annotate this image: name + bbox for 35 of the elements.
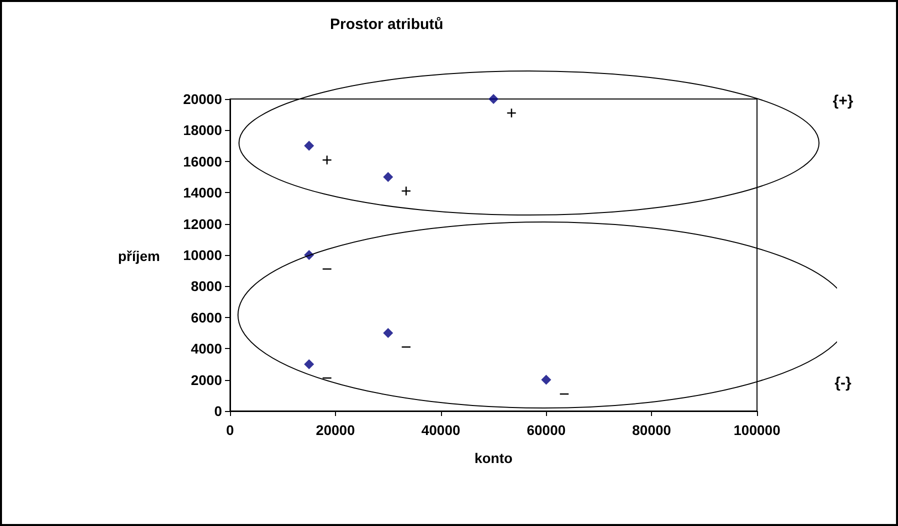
x-axis-title: konto <box>474 450 513 466</box>
y-tick-label: 2000 <box>190 372 222 388</box>
point <box>488 94 498 104</box>
y-tick-label: 6000 <box>190 309 222 326</box>
y-tick-label: 8000 <box>190 278 222 294</box>
point <box>304 359 314 370</box>
y-axis-title: příjem <box>118 248 160 264</box>
point <box>304 140 314 151</box>
y-tick-label: 16000 <box>183 153 222 170</box>
annotation: − <box>558 384 570 404</box>
x-tick-label: 80000 <box>632 422 672 438</box>
y-tick-label: 12000 <box>183 216 222 232</box>
x-tick-label: 100000 <box>734 422 781 438</box>
annotation: + <box>400 181 412 201</box>
x-tick-label: 40000 <box>421 422 460 438</box>
y-tick-label: 14000 <box>183 184 222 201</box>
y-tick-label: 0 <box>214 403 222 419</box>
y-tick-label: 4000 <box>190 340 222 357</box>
point <box>383 328 394 338</box>
annotation: − <box>322 368 332 388</box>
x-tick-label: 60000 <box>526 422 566 438</box>
chart-title: Prostor atributů <box>330 16 444 33</box>
x-tick-label: 0 <box>226 422 234 438</box>
annotation: − <box>322 259 332 279</box>
text: {+} <box>832 92 854 110</box>
annotation: + <box>506 103 517 123</box>
annotation: − <box>400 337 412 357</box>
annotation: + <box>322 150 332 170</box>
text: {-} <box>834 374 852 392</box>
y-tick-label: 18000 <box>183 122 222 138</box>
point <box>383 172 394 182</box>
y-tick-label: 10000 <box>183 247 222 263</box>
y-tick-label: 20000 <box>183 91 222 107</box>
x-tick-label: 20000 <box>316 422 356 438</box>
point <box>541 374 552 385</box>
